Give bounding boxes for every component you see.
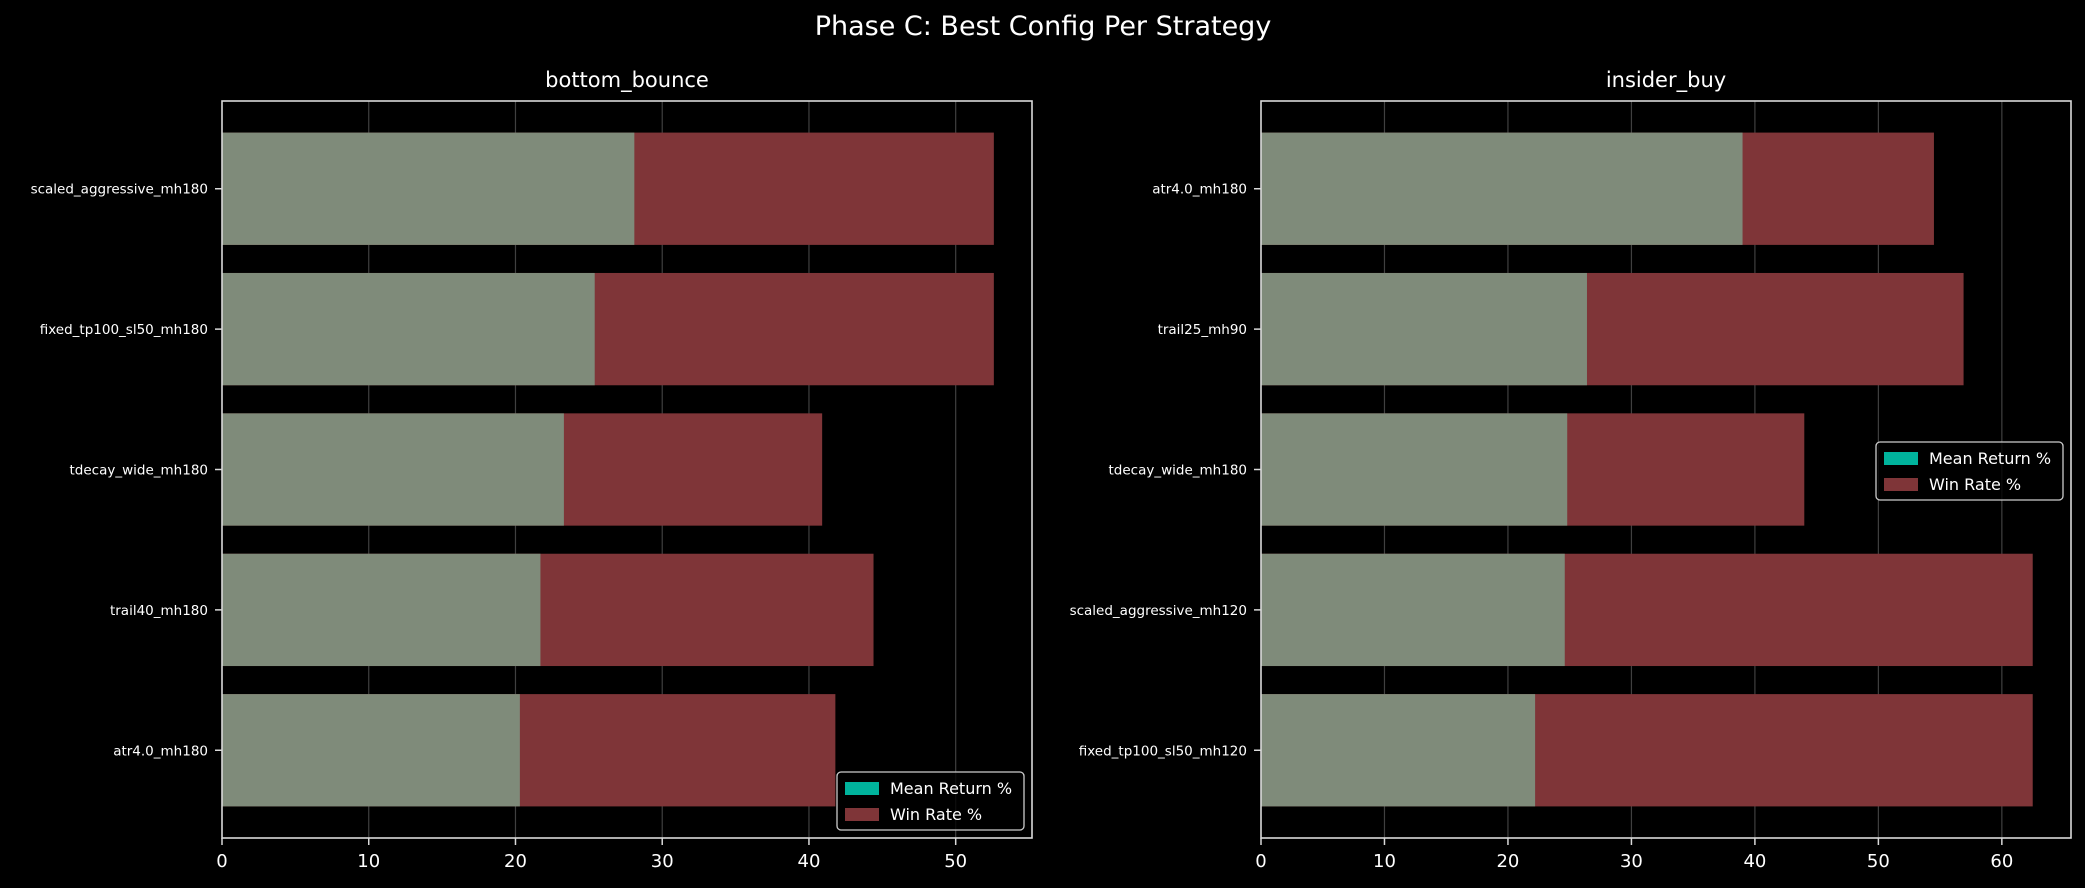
x-tick-label-3: 30 <box>651 851 674 872</box>
legend-label-1: Win Rate % <box>890 805 982 824</box>
legend-swatch-1 <box>1884 478 1918 491</box>
category-label-3: trail40_mh180 <box>110 603 208 619</box>
axes-frame <box>221 100 1033 839</box>
legend: Mean Return % Win Rate % <box>836 771 1025 831</box>
category-label-4: fixed_tp100_sl50_mh120 <box>1079 743 1247 759</box>
charts: scaled_aggressive_mh180 fixed_tp100_sl50_… <box>31 68 2072 872</box>
x-tick-label-0: 0 <box>1255 851 1266 872</box>
bar-mean-return-1 <box>222 272 595 386</box>
x-tick-label-4: 40 <box>798 851 821 872</box>
bar-mean-return-1 <box>1261 272 1587 386</box>
legend-box <box>836 771 1025 831</box>
x-tick-label-2: 20 <box>504 851 527 872</box>
bar-mean-return-2 <box>222 413 564 526</box>
x-tick-label-0: 0 <box>216 851 227 872</box>
chart-1: atr4.0_mh180 trail25_mh90 tdecay_wide_mh18… <box>1070 68 2072 872</box>
bar-mean-return-0 <box>222 132 635 245</box>
axes-frame <box>1260 100 2072 839</box>
x-tick-label-6: 60 <box>1990 851 2013 872</box>
category-label-1: fixed_tp100_sl50_mh180 <box>40 322 208 338</box>
legend-label-0: Mean Return % <box>890 779 1012 798</box>
legend-label-0: Mean Return % <box>1929 449 2051 468</box>
legend-label-1: Win Rate % <box>1929 475 2021 494</box>
chart-title: bottom_bounce <box>545 68 709 93</box>
x-tick-label-3: 30 <box>1620 851 1643 872</box>
legend-swatch-1 <box>845 808 879 821</box>
x-tick-label-1: 10 <box>1373 851 1396 872</box>
legend-swatch-0 <box>1884 452 1918 465</box>
category-label-0: atr4.0_mh180 <box>1152 182 1247 198</box>
chart-0: scaled_aggressive_mh180 fixed_tp100_sl50_… <box>31 68 1033 872</box>
bar-mean-return-0 <box>1261 132 1743 245</box>
legend-box <box>1875 441 2064 501</box>
category-label-1: trail25_mh90 <box>1158 322 1247 338</box>
x-tick-label-5: 50 <box>1867 851 1890 872</box>
chart-title: insider_buy <box>1606 68 1726 93</box>
bar-mean-return-4 <box>222 694 520 807</box>
x-tick-label-5: 50 <box>944 851 967 872</box>
bar-mean-return-2 <box>1261 413 1568 526</box>
category-label-2: tdecay_wide_mh180 <box>70 463 209 479</box>
x-tick-label-1: 10 <box>357 851 380 872</box>
legend: Mean Return % Win Rate % <box>1875 441 2064 501</box>
x-tick-label-2: 20 <box>1496 851 1519 872</box>
category-label-4: atr4.0_mh180 <box>113 743 208 759</box>
category-label-2: tdecay_wide_mh180 <box>1109 463 1248 479</box>
figure-title: Phase C: Best Config Per Strategy <box>815 11 1272 42</box>
x-tick-label-4: 40 <box>1743 851 1766 872</box>
bar-mean-return-4 <box>1261 694 1536 807</box>
category-label-0: scaled_aggressive_mh180 <box>31 182 208 198</box>
bar-mean-return-3 <box>1261 553 1565 667</box>
category-label-3: scaled_aggressive_mh120 <box>1070 603 1247 619</box>
bar-mean-return-3 <box>222 553 541 667</box>
legend-swatch-0 <box>845 782 879 795</box>
